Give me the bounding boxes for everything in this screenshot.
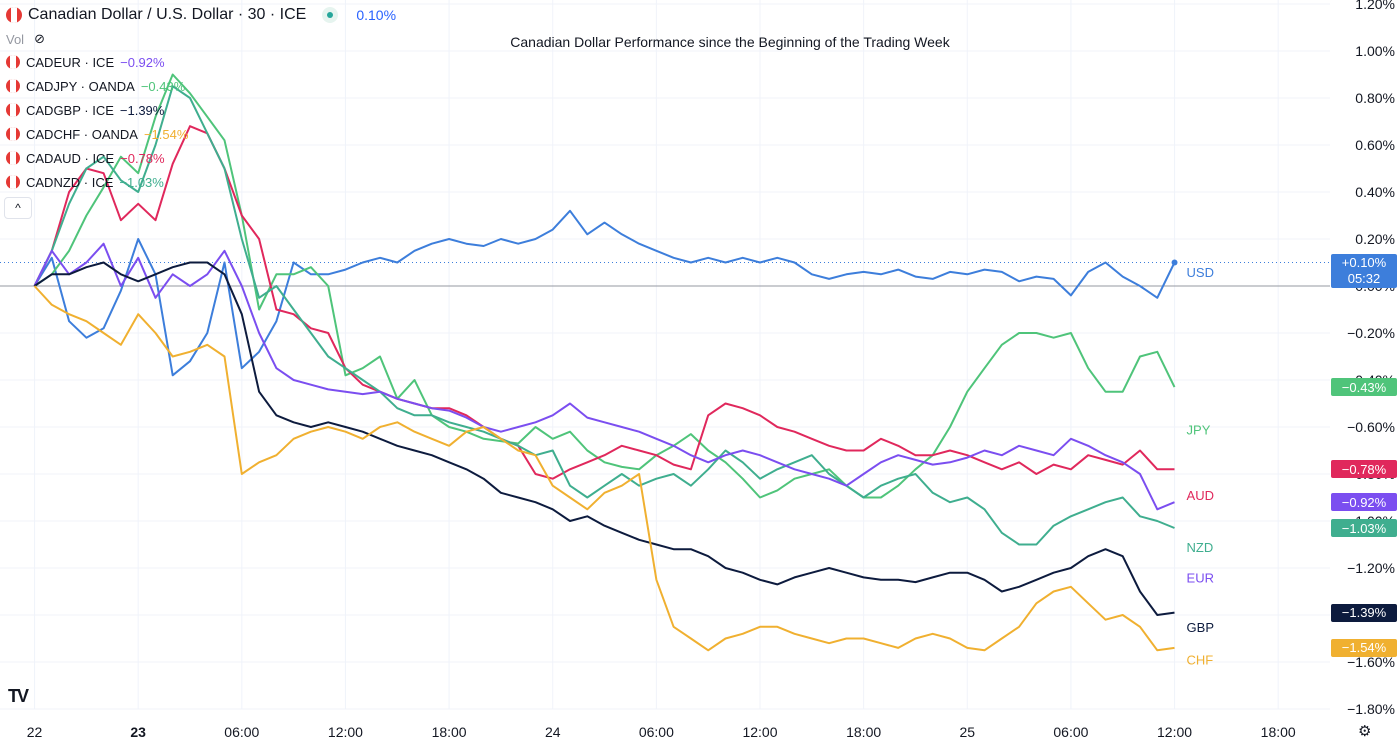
x-tick-label: 12:00 (1157, 724, 1192, 740)
badge-value: +0.10% (1341, 254, 1387, 270)
series-name-label: USD (1187, 265, 1214, 280)
y-tick-label: 0.60% (1355, 137, 1395, 153)
x-tick-label: 06:00 (224, 724, 259, 740)
last-value-badge-jpy: −0.43% (1331, 378, 1397, 397)
series-name-label: AUD (1187, 488, 1214, 503)
series-line-nzd[interactable] (33, 85, 1175, 546)
last-value-badge-nzd: −1.03% (1331, 519, 1397, 538)
badge-countdown: 05:32 (1347, 270, 1381, 286)
compare-symbol-row[interactable]: CADJPY · OANDA −0.43% (6, 76, 185, 96)
compare-symbol-row[interactable]: CADNZD · ICE −1.03% (6, 172, 164, 192)
compare-symbol-name: CADNZD · ICE (26, 174, 114, 190)
compare-symbol-change: −0.43% (140, 78, 186, 94)
y-tick-label: 1.00% (1355, 43, 1395, 59)
compare-symbol-row[interactable]: CADGBP · ICE −1.39% (6, 100, 164, 120)
y-tick-label: 0.40% (1355, 184, 1395, 200)
last-value-badge-aud: −0.78% (1331, 460, 1397, 479)
series-labels: USD JPY AUD NZD EUR GBP CHF (1187, 265, 1214, 668)
series-lines (33, 73, 1178, 652)
x-tick-label: 25 (959, 724, 975, 740)
canada-flag-icon (6, 79, 20, 93)
y-tick-label: −1.60% (1347, 654, 1395, 670)
last-value-badge-usd: +0.10% 05:32 (1331, 253, 1397, 288)
series-line-gbp[interactable] (33, 261, 1175, 616)
x-tick-label: 22 (27, 724, 43, 740)
series-name-label: GBP (1187, 620, 1214, 635)
y-tick-label: −0.60% (1347, 419, 1395, 435)
y-tick-label: −1.20% (1347, 560, 1395, 576)
compare-symbol-row[interactable]: CADCHF · OANDA −1.54% (6, 124, 188, 144)
gear-icon[interactable]: ⚙ (1358, 723, 1372, 740)
chart-grid (0, 0, 1330, 710)
volume-indicator[interactable]: Vol ⊘ (6, 30, 45, 48)
eye-hidden-icon[interactable]: ⊘ (34, 31, 45, 46)
compare-symbol-change: −1.39% (119, 102, 165, 118)
series-line-chf[interactable] (33, 285, 1175, 652)
compare-symbol-row[interactable]: CADEUR · ICE −0.92% (6, 52, 165, 72)
x-tick-label: 06:00 (1053, 724, 1088, 740)
x-tick-label: 18:00 (432, 724, 467, 740)
canada-flag-icon (6, 55, 20, 69)
header-change: 0.10% (356, 7, 397, 23)
collapse-legend-button[interactable]: ^ (4, 197, 32, 219)
last-value-badge-gbp: −1.39% (1331, 603, 1397, 622)
chart-header[interactable]: Canadian Dollar / U.S. Dollar · 30 · ICE… (6, 4, 396, 26)
series-line-aud[interactable] (33, 125, 1175, 480)
y-tick-label: −0.20% (1347, 325, 1395, 341)
x-tick-label: 18:00 (1261, 724, 1296, 740)
y-tick-label: 0.20% (1355, 231, 1395, 247)
series-line-jpy[interactable] (33, 73, 1176, 499)
chart-title: Canadian Dollar Performance since the Be… (510, 34, 950, 50)
compare-symbol-name: CADJPY · OANDA (26, 78, 135, 94)
y-tick-label: −1.80% (1347, 701, 1395, 717)
compare-symbol-name: CADCHF · OANDA (26, 126, 138, 142)
series-line-usd[interactable] (33, 209, 1176, 377)
compare-symbol-change: −1.03% (119, 174, 164, 190)
series-name-label: EUR (1187, 570, 1214, 585)
tradingview-logo[interactable]: TV (8, 686, 29, 706)
x-tick-label: 12:00 (742, 724, 777, 740)
compare-symbol-change: −1.54% (143, 126, 189, 142)
series-name-label: CHF (1187, 653, 1214, 668)
x-tick-label: 18:00 (846, 724, 881, 740)
compare-symbol-row[interactable]: CADAUD · ICE −0.78% (6, 148, 165, 168)
series-line-eur[interactable] (33, 242, 1175, 511)
market-status-icon[interactable] (322, 7, 339, 23)
x-tick-label: 12:00 (328, 724, 363, 740)
vol-label: Vol (6, 31, 25, 47)
y-tick-label: 1.20% (1355, 0, 1395, 12)
x-axis: 22 23 06:00 12:00 18:00 24 06:00 12:00 18:00 25 06… (27, 724, 1296, 740)
compare-symbol-name: CADAUD · ICE (26, 150, 115, 166)
y-tick-label: 0.80% (1355, 90, 1395, 106)
compare-symbol-change: −0.92% (120, 54, 165, 70)
chevron-up-icon: ^ (15, 201, 21, 215)
compare-symbol-change: −0.78% (120, 150, 165, 166)
compare-symbol-name: CADEUR · ICE (26, 54, 115, 70)
canada-flag-icon (6, 175, 20, 189)
usd-last-point (1171, 259, 1178, 266)
x-tick-label: 24 (545, 724, 561, 740)
canada-flag-icon (6, 127, 20, 141)
compare-symbol-name: CADGBP · ICE (26, 102, 114, 118)
canada-flag-icon (6, 7, 22, 23)
last-value-badge-chf: −1.54% (1331, 638, 1397, 657)
x-tick-label: 06:00 (639, 724, 674, 740)
series-name-label: JPY (1187, 422, 1211, 437)
series-name-label: NZD (1187, 540, 1214, 555)
x-tick-label: 23 (130, 724, 146, 740)
symbol-title[interactable]: Canadian Dollar / U.S. Dollar · 30 · ICE (28, 6, 307, 23)
canada-flag-icon (6, 151, 20, 165)
last-value-badge-eur: −0.92% (1331, 493, 1397, 512)
canada-flag-icon (6, 103, 20, 117)
